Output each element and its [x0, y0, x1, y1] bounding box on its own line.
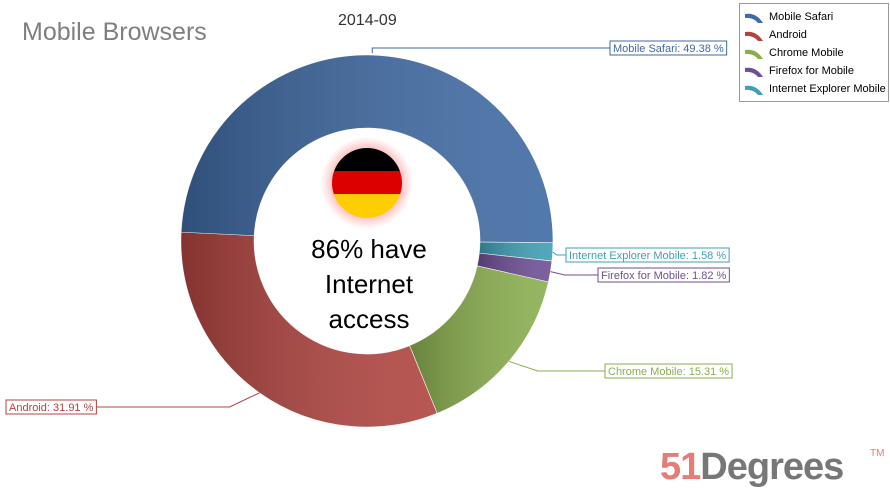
center-text-line-1: 86% have: [311, 234, 427, 264]
data-label-box: [609, 40, 728, 56]
legend-swatch-icon: [745, 13, 763, 23]
legend-label: Chrome Mobile: [769, 47, 844, 59]
legend-item[interactable]: Android: [744, 26, 888, 44]
slice-shading: [479, 241, 553, 262]
legend-label: Mobile Safari: [769, 11, 834, 23]
legend-swatch-icon: [745, 31, 763, 41]
data-label: Chrome Mobile: 15.31 %: [608, 366, 729, 378]
data-label-box: [5, 399, 97, 415]
data-label: Internet Explorer Mobile: 1.58 %: [569, 250, 726, 262]
center-text-line-2: Internet: [325, 269, 414, 299]
legend-label: Android: [769, 29, 807, 41]
legend-item[interactable]: Firefox for Mobile: [744, 62, 888, 80]
slice-shading: [181, 232, 438, 428]
logo-part-2: Degrees: [700, 446, 844, 488]
leader-line: [508, 360, 605, 372]
legend-item[interactable]: Chrome Mobile: [744, 44, 888, 62]
trademark: TM: [870, 448, 885, 459]
leader-line: [371, 47, 610, 54]
leader-line: [550, 271, 598, 276]
legend-swatch-icon: [745, 49, 763, 59]
data-label: Android: 31.91 %: [9, 402, 94, 414]
legend-label: Internet Explorer Mobile: [769, 83, 886, 95]
leader-line: [552, 251, 566, 256]
data-label-box: [597, 267, 730, 283]
leader-line: [96, 392, 260, 408]
slice-shading: [409, 265, 549, 414]
chart-subtitle: 2014-09: [338, 12, 397, 29]
chart-title: Mobile Browsers: [22, 18, 207, 46]
legend-item[interactable]: Mobile Safari: [744, 8, 888, 26]
data-label-box: [604, 363, 733, 379]
data-label-box: [565, 247, 730, 263]
logo-part-1: 51: [660, 446, 701, 488]
51degrees-logo: 51Degrees: [660, 446, 844, 489]
legend-label: Firefox for Mobile: [769, 65, 854, 77]
slice-shading: [181, 54, 553, 243]
data-label: Firefox for Mobile: 1.82 %: [601, 270, 727, 282]
center-text-line-3: access: [329, 304, 410, 334]
data-label: Mobile Safari: 49.38 %: [613, 43, 724, 55]
legend-swatch-icon: [745, 67, 763, 77]
legend-item[interactable]: Internet Explorer Mobile: [744, 80, 888, 98]
legend-swatch-icon: [745, 85, 763, 95]
slice-shading: [477, 253, 552, 283]
legend: Mobile Safari Android Chrome Mobile Firefox…: [739, 3, 889, 102]
